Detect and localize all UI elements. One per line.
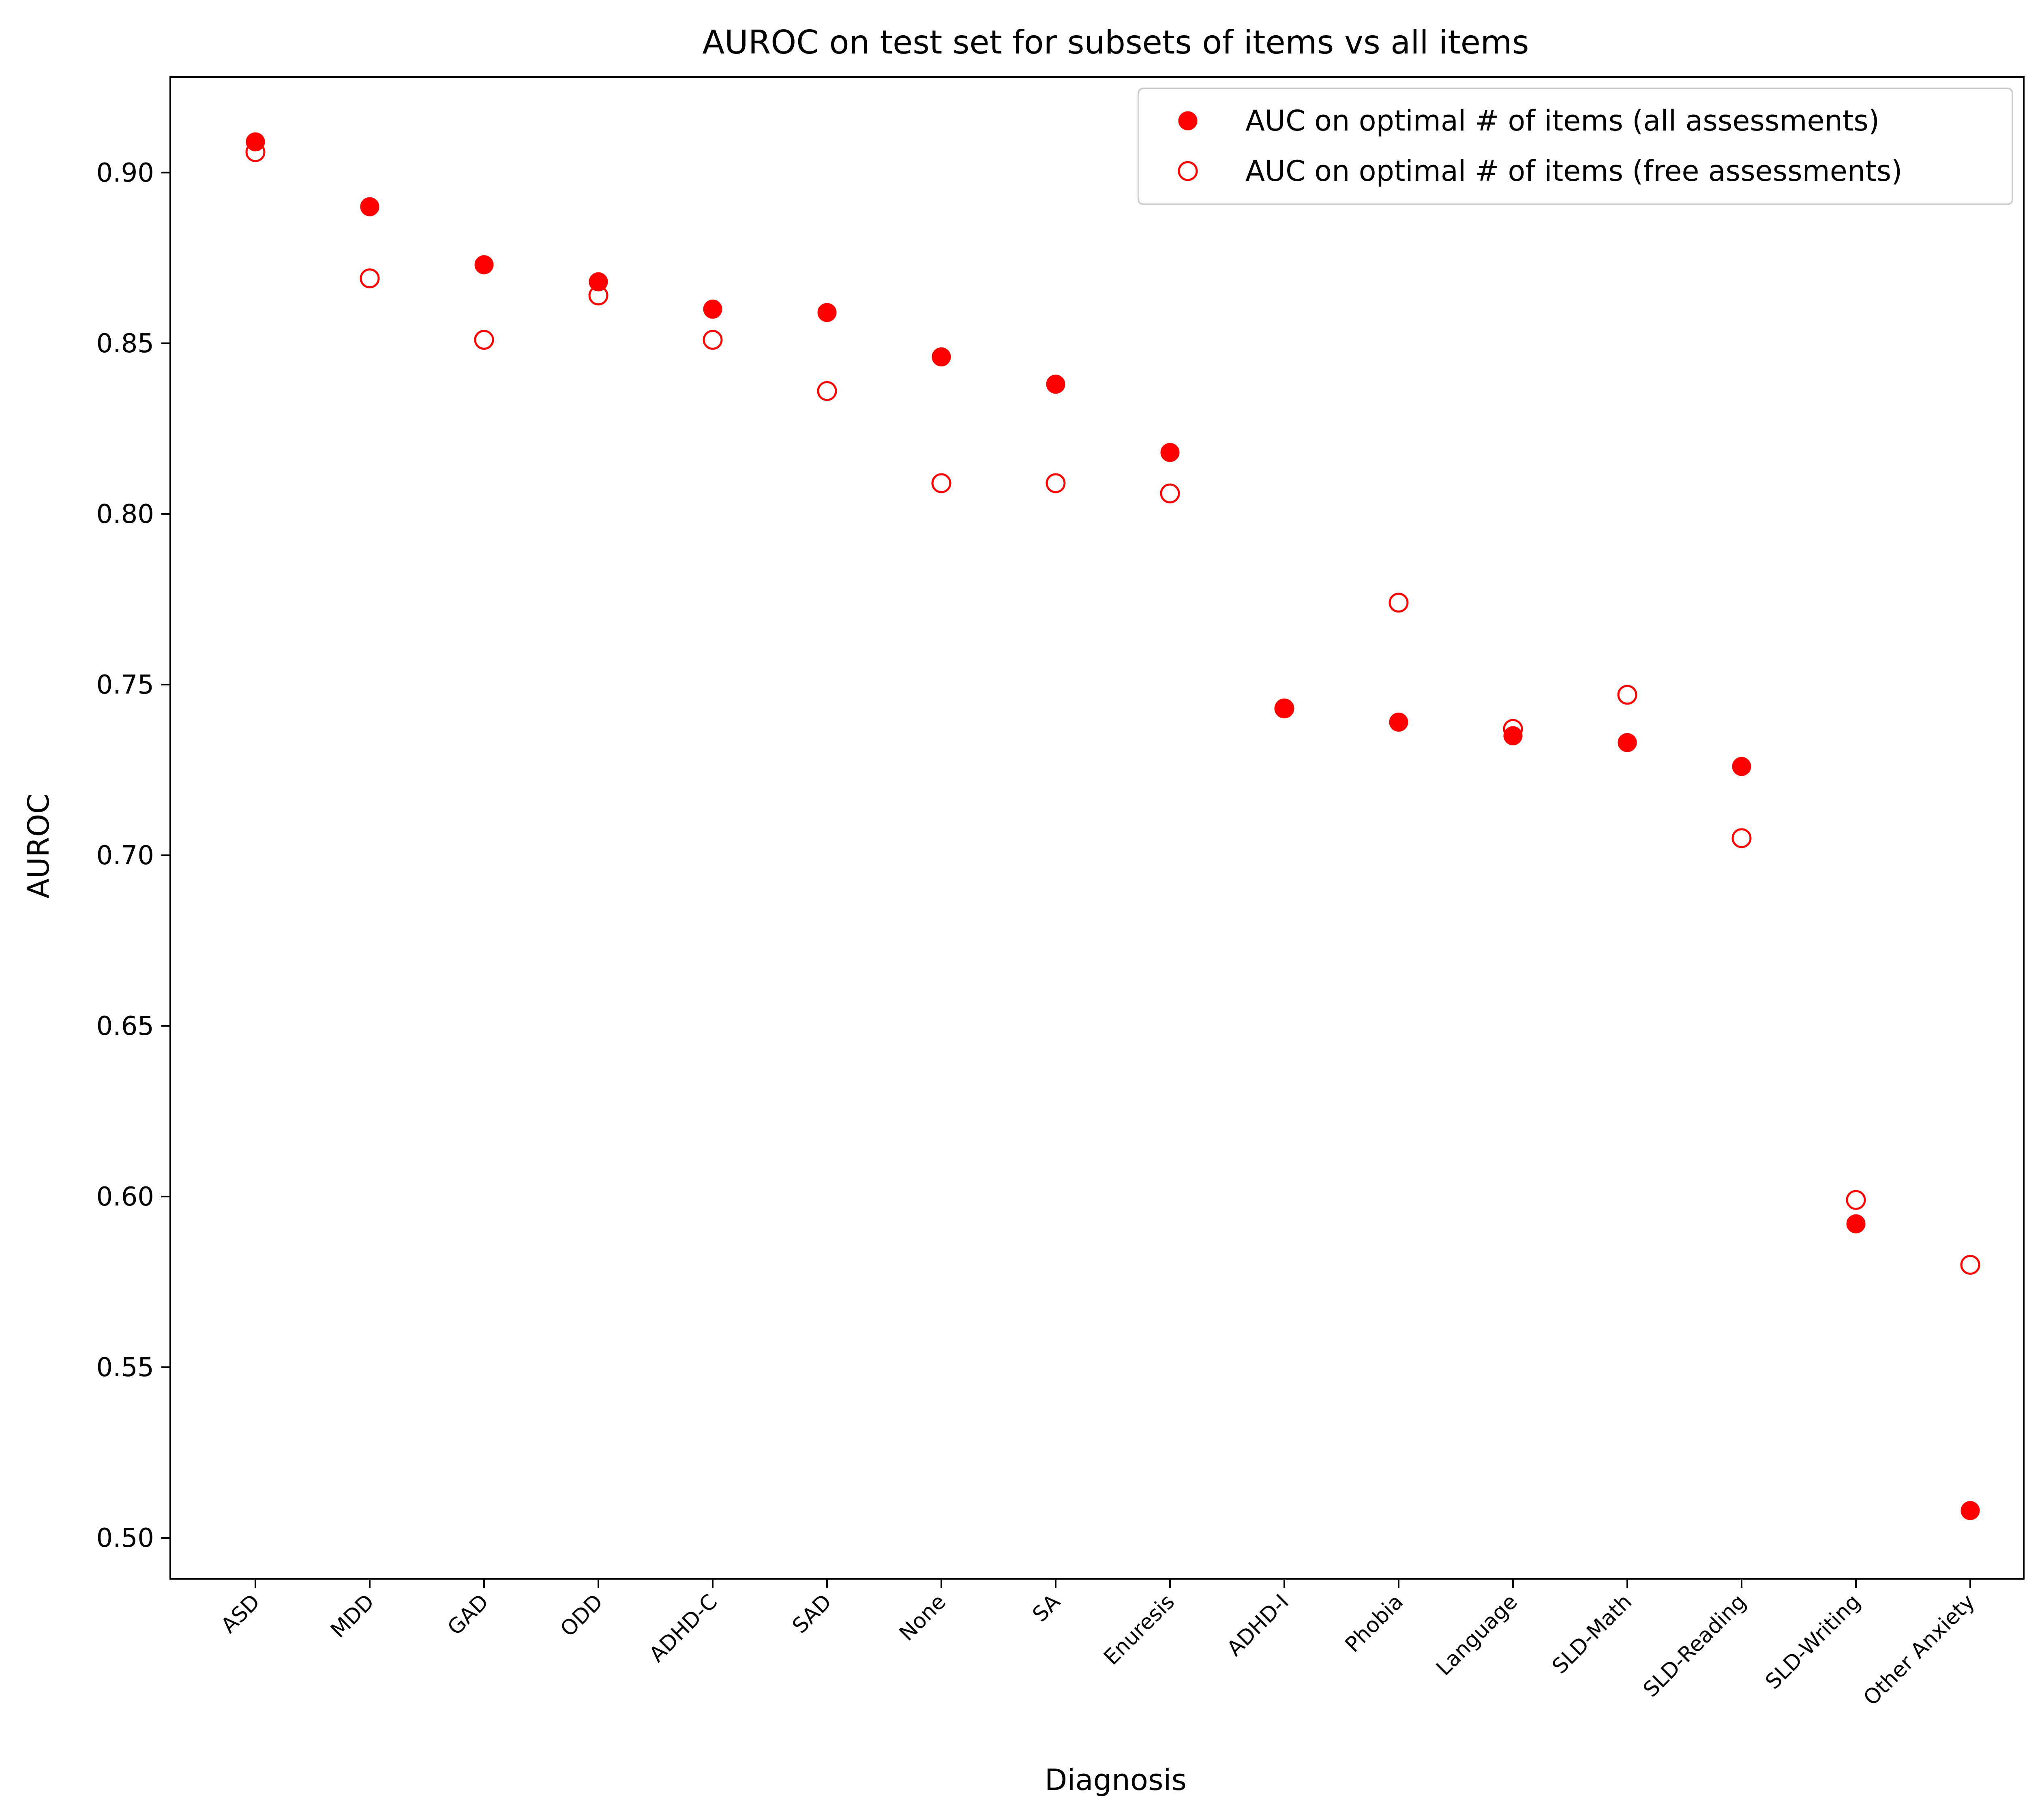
data-point-free-assessments xyxy=(1846,1190,1866,1210)
data-point-free-assessments xyxy=(703,330,723,350)
data-point-all-assessments xyxy=(703,300,722,319)
data-point-free-assessments xyxy=(1274,698,1294,719)
data-point-free-assessments xyxy=(1731,828,1752,848)
y-tick-label: 0.75 xyxy=(96,670,154,700)
y-tick-label: 0.80 xyxy=(96,499,154,529)
data-point-free-assessments xyxy=(474,330,494,350)
data-point-free-assessments xyxy=(360,268,380,289)
data-point-all-assessments xyxy=(1503,726,1523,745)
data-point-all-assessments xyxy=(246,132,265,152)
data-point-all-assessments xyxy=(1618,733,1637,752)
data-point-all-assessments xyxy=(817,303,837,322)
data-point-free-assessments xyxy=(1388,593,1409,613)
data-point-all-assessments xyxy=(1732,757,1751,776)
x-axis-label: Diagnosis xyxy=(1045,1763,1187,1797)
y-tick-label: 0.50 xyxy=(96,1523,154,1553)
data-point-free-assessments xyxy=(1160,483,1180,503)
data-point-free-assessments xyxy=(1046,473,1066,493)
legend-marker-free-assessments xyxy=(1178,161,1198,181)
data-point-free-assessments xyxy=(1617,685,1637,705)
legend-marker-all-assessments xyxy=(1178,111,1198,131)
data-point-free-assessments xyxy=(817,381,837,401)
chart-title: AUROC on test set for subsets of items v… xyxy=(702,24,1529,61)
legend-label: AUC on optimal # of items (all assessmen… xyxy=(1245,104,1879,137)
data-point-all-assessments xyxy=(1961,1501,1980,1520)
data-point-all-assessments xyxy=(932,347,951,366)
y-tick-label: 0.55 xyxy=(96,1353,154,1383)
data-point-free-assessments xyxy=(931,473,951,493)
legend-label: AUC on optimal # of items (free assessme… xyxy=(1245,154,1902,188)
y-axis-label: AUROC xyxy=(21,794,56,899)
data-point-all-assessments xyxy=(1160,443,1180,462)
y-tick-label: 0.65 xyxy=(96,1011,154,1041)
plot-frame xyxy=(169,76,2025,1580)
data-point-all-assessments xyxy=(1389,712,1408,732)
data-point-free-assessments xyxy=(588,285,609,306)
data-point-free-assessments xyxy=(245,142,266,162)
data-point-all-assessments xyxy=(474,255,494,274)
data-point-all-assessments xyxy=(1846,1214,1866,1233)
y-tick-label: 0.70 xyxy=(96,841,154,871)
y-tick-label: 0.90 xyxy=(96,158,154,188)
y-tick-label: 0.60 xyxy=(96,1182,154,1212)
data-point-free-assessments xyxy=(1503,719,1523,739)
data-point-free-assessments xyxy=(1960,1255,1980,1275)
legend-frame xyxy=(1138,88,2013,205)
data-point-all-assessments xyxy=(1046,375,1065,394)
y-tick-label: 0.85 xyxy=(96,329,154,359)
data-point-all-assessments xyxy=(589,272,608,291)
legend: AUC on optimal # of items (all assessmen… xyxy=(1138,88,2013,205)
data-point-all-assessments xyxy=(360,197,379,216)
